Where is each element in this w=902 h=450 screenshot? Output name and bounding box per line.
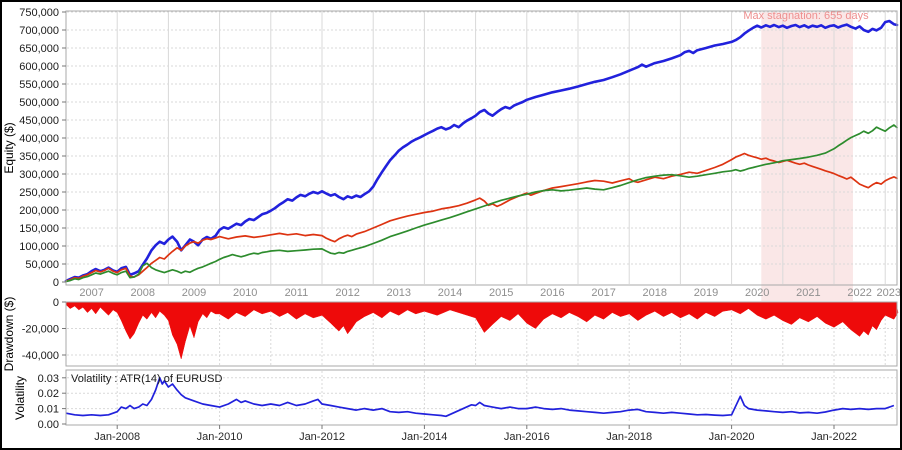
volatility-x-label: Jan-2020 bbox=[709, 431, 755, 443]
volatility-x-label: Jan-2008 bbox=[94, 431, 140, 443]
y-tick-label: 300,000 bbox=[19, 169, 59, 181]
y-tick-label: 0.01 bbox=[38, 404, 59, 416]
y-tick-label: 200,000 bbox=[19, 205, 59, 217]
equity-year-label: 2011 bbox=[285, 287, 309, 299]
volatility-x-label: Jan-2018 bbox=[606, 431, 652, 443]
y-tick-label: 100,000 bbox=[19, 241, 59, 253]
y-tick-label: 0.03 bbox=[38, 373, 59, 385]
volatility-x-label: Jan-2010 bbox=[197, 431, 243, 443]
y-tick-label: 750,000 bbox=[19, 7, 59, 19]
equity-year-label: 2021 bbox=[796, 287, 820, 299]
y-tick-label: 550,000 bbox=[19, 79, 59, 91]
equity-plot-area bbox=[65, 10, 898, 286]
equity-year-label: 2012 bbox=[335, 287, 359, 299]
y-tick-label: 500,000 bbox=[19, 97, 59, 109]
y-tick-label: 700,000 bbox=[19, 25, 59, 37]
y-tick-label: 0.02 bbox=[38, 388, 59, 400]
equity-year-label: 2010 bbox=[233, 287, 257, 299]
volatility-x-label: Jan-2016 bbox=[504, 431, 550, 443]
equity-year-label: 2022 bbox=[847, 287, 871, 299]
equity-year-label: 2017 bbox=[591, 287, 615, 299]
equity-year-label: 2016 bbox=[540, 287, 564, 299]
volatility-x-label: Jan-2012 bbox=[299, 431, 345, 443]
max-stagnation-label: Max stagnation: 655 days bbox=[743, 10, 869, 22]
volatility-x-label: Jan-2022 bbox=[811, 431, 857, 443]
y-tick-label: 150,000 bbox=[19, 223, 59, 235]
equity-year-label: 2008 bbox=[131, 287, 155, 299]
gridline-layer bbox=[67, 11, 896, 423]
equity-year-label: 2019 bbox=[694, 287, 718, 299]
y-tick-label: 600,000 bbox=[19, 61, 59, 73]
volatility-plot-area bbox=[65, 369, 898, 426]
drawdown-axis-title: Drawdown ($) bbox=[2, 297, 16, 372]
axis-tick-layer: 0 50,000 100,000 150,000 200,000 250,000 300,0… bbox=[19, 7, 901, 443]
equity-line-red_equity_curve bbox=[65, 152, 898, 283]
equity-year-label: 2009 bbox=[182, 287, 206, 299]
y-tick-label: 0 bbox=[53, 297, 59, 309]
equity-year-label: 2018 bbox=[643, 287, 667, 299]
y-tick-label: 450,000 bbox=[19, 115, 59, 127]
volatility-x-label: Jan-2014 bbox=[401, 431, 447, 443]
drawdown-area bbox=[65, 301, 899, 360]
y-tick-label: 650,000 bbox=[19, 43, 59, 55]
equity-line-blue_equity_curve bbox=[64, 19, 899, 283]
equity-year-label: 2015 bbox=[489, 287, 513, 299]
y-tick-label: 50,000 bbox=[25, 259, 59, 271]
equity-year-label: 2013 bbox=[387, 287, 411, 299]
volatility-axis-title: Volatility bbox=[13, 376, 27, 420]
equity-year-label: 2007 bbox=[79, 287, 103, 299]
volatility-line bbox=[65, 376, 895, 418]
drawdown-plot-area bbox=[65, 301, 898, 367]
equity-year-label: 2014 bbox=[438, 287, 462, 299]
y-tick-label: 250,000 bbox=[19, 187, 59, 199]
y-tick-label: -20,000 bbox=[22, 324, 59, 336]
equity-axis-title: Equity ($) bbox=[2, 122, 16, 173]
y-tick-label: 0 bbox=[53, 277, 59, 289]
equity-line-green_equity_curve bbox=[65, 124, 898, 283]
y-tick-label: 350,000 bbox=[19, 151, 59, 163]
equity-year-label: 2020 bbox=[745, 287, 769, 299]
equity-year-label: 2023 bbox=[877, 287, 901, 299]
y-tick-label: -40,000 bbox=[22, 350, 59, 362]
y-tick-label: 0.00 bbox=[38, 419, 59, 431]
y-tick-label: 400,000 bbox=[19, 133, 59, 145]
series-layer bbox=[64, 19, 899, 418]
volatility-annotation: Volatility : ATR(14) of EURUSD bbox=[71, 373, 222, 385]
